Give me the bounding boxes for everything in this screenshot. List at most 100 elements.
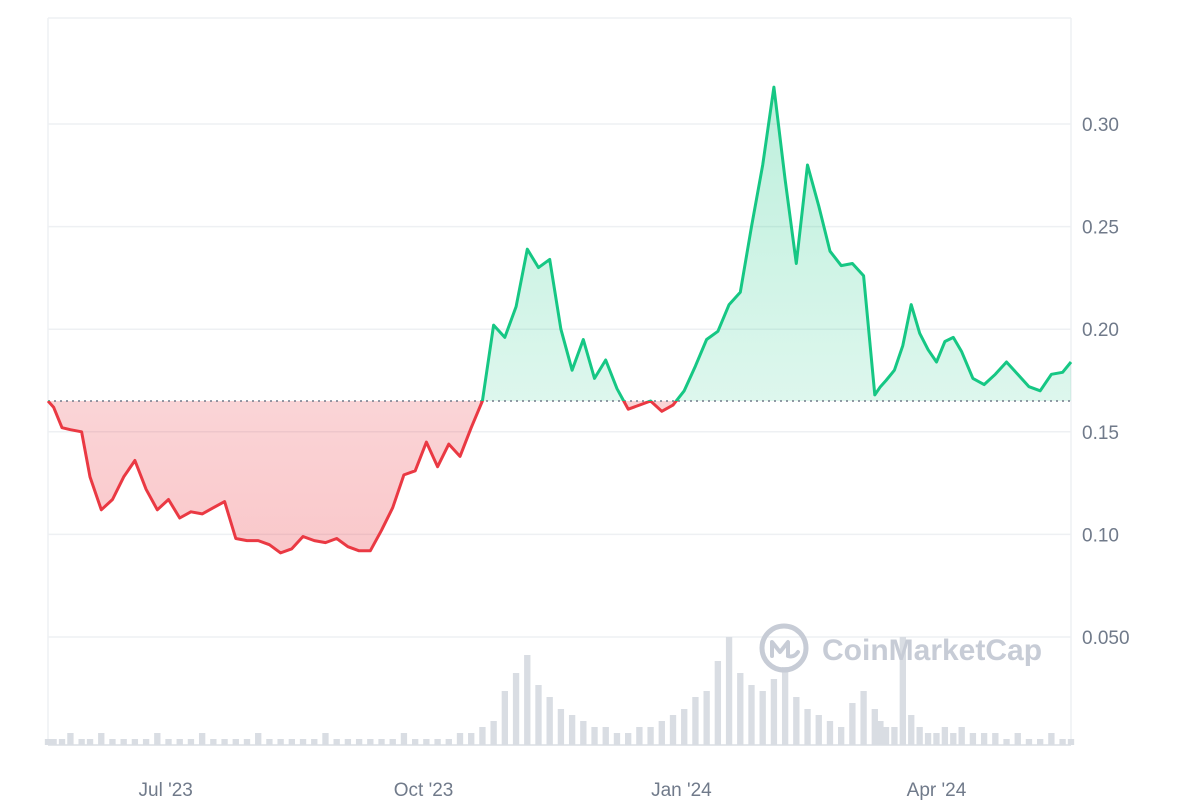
volume-bar: [826, 721, 834, 745]
y-tick-label: 0.15: [1082, 423, 1119, 444]
volume-bar: [891, 727, 898, 745]
volume-bar: [714, 661, 722, 745]
volume-bar: [367, 739, 374, 745]
volume-bar: [759, 691, 766, 745]
volume-bar: [933, 733, 940, 745]
volume-bar: [142, 739, 150, 745]
volume-bar: [908, 715, 915, 745]
volume-bar: [860, 691, 867, 745]
volume-bar: [490, 721, 497, 745]
volume-bar: [445, 739, 452, 745]
volume-bar: [580, 721, 587, 745]
volume-bar: [131, 739, 139, 745]
volume-bar: [849, 703, 856, 745]
volume-bar: [456, 733, 464, 745]
y-tick-label: 0.30: [1082, 115, 1119, 136]
x-tick-label: Jan '24: [651, 780, 712, 800]
volume-bar: [1014, 733, 1021, 745]
volume-bar: [524, 655, 531, 745]
volume-bar: [479, 727, 486, 745]
volume-bar: [838, 727, 845, 745]
volume-bar: [333, 739, 340, 745]
volume-bar: [120, 739, 127, 745]
volume-bar: [154, 733, 161, 745]
volume-bar: [322, 733, 329, 745]
volume-bar: [602, 727, 609, 745]
watermark: CoinMarketCap: [759, 623, 1042, 673]
volume-bar: [916, 727, 923, 745]
volume-bar: [255, 733, 262, 745]
volume-bar: [793, 697, 800, 745]
volume-bar: [535, 685, 542, 745]
volume-bar: [658, 721, 665, 745]
price-line-down: [46, 401, 679, 555]
volume-bar: [1048, 733, 1055, 745]
volume-bar: [647, 727, 654, 745]
volume-bar: [669, 715, 677, 745]
volume-bar: [625, 733, 632, 745]
volume-bar: [1067, 739, 1075, 745]
volume-bar: [512, 673, 520, 745]
volume-bar: [288, 739, 296, 745]
volume-bar: [355, 739, 363, 745]
price-lines: [46, 85, 1073, 555]
volume-bar: [277, 739, 284, 745]
volume-bar: [434, 739, 441, 745]
volume-bar: [299, 739, 307, 745]
volume-bar: [243, 739, 251, 745]
volume-bar: [958, 727, 965, 745]
volume-bar: [692, 697, 699, 745]
volume-bar: [109, 739, 116, 745]
y-tick-label: 0.10: [1082, 525, 1119, 546]
volume-bar: [232, 739, 239, 745]
volume-bar: [770, 679, 778, 745]
volume-bar: [187, 739, 195, 745]
volume-bar: [1059, 739, 1066, 745]
volume-bar: [546, 697, 553, 745]
y-tick-label: 0.20: [1082, 320, 1119, 341]
volume-bar: [703, 691, 710, 745]
volume-bar: [980, 733, 988, 745]
price-areas: [48, 87, 1071, 553]
volume-bar: [748, 685, 755, 745]
volume-bar: [44, 739, 52, 745]
volume-bar: [58, 739, 66, 745]
volume-bar: [411, 739, 419, 745]
volume-bar: [568, 715, 576, 745]
volume-bar: [815, 715, 822, 745]
volume-bar: [871, 709, 878, 745]
volume-bar: [737, 673, 744, 745]
volume-bar: [804, 709, 811, 745]
volume-bar: [501, 691, 509, 745]
area-fill-down: [48, 401, 677, 553]
y-tick-label: 0.050: [1082, 628, 1130, 649]
volume-bar: [877, 721, 884, 745]
volume-bar: [681, 709, 688, 745]
volume-bar: [86, 739, 94, 745]
volume-bar: [221, 739, 228, 745]
volume-bar: [78, 739, 85, 745]
volume-bar: [1003, 739, 1010, 745]
volume-bar: [311, 739, 318, 745]
volume-bar: [557, 709, 565, 745]
volume-bar: [1025, 739, 1033, 745]
volume-bar: [636, 727, 643, 745]
volume-bar: [198, 733, 206, 745]
volume-bar: [67, 733, 74, 745]
volume-bar: [591, 727, 598, 745]
area-fill-up: [48, 87, 1071, 402]
volume-bar: [165, 739, 172, 745]
volume-bar: [98, 733, 105, 745]
volume-bar: [176, 739, 183, 745]
watermark-text: CoinMarketCap: [822, 634, 1042, 667]
volume-bar: [725, 637, 733, 745]
volume-bar: [50, 739, 57, 745]
coinmarketcap-logo-icon: [759, 623, 809, 673]
volume-bar: [210, 739, 217, 745]
volume-bar: [468, 733, 475, 745]
volume-bar: [992, 733, 999, 745]
volume-bar: [389, 739, 396, 745]
volume-bar: [924, 733, 932, 745]
